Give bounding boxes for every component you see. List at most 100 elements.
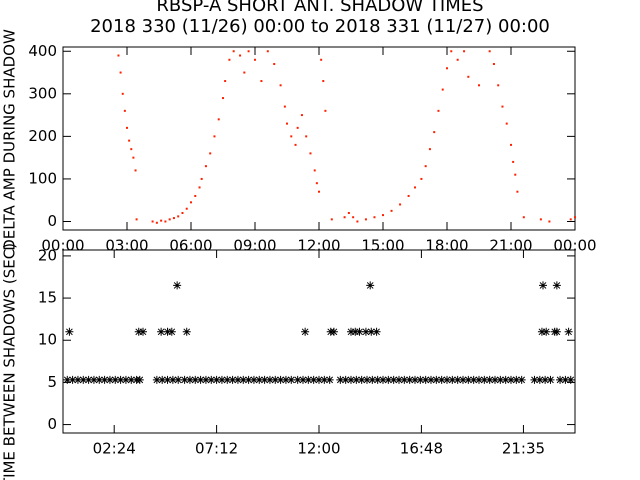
asterisk-marker bbox=[249, 375, 258, 384]
data-point bbox=[433, 131, 436, 134]
data-point bbox=[315, 182, 318, 185]
data-point bbox=[243, 71, 246, 74]
data-point bbox=[450, 50, 453, 53]
x-tick-label: 09:00 bbox=[233, 237, 276, 255]
y-tick-label: 5 bbox=[47, 373, 57, 391]
asterisk-marker bbox=[163, 375, 172, 384]
data-point bbox=[505, 122, 508, 125]
data-point bbox=[478, 84, 480, 87]
asterisk-marker bbox=[201, 375, 210, 384]
asterisk-marker bbox=[501, 375, 510, 384]
asterisk-marker bbox=[405, 375, 414, 384]
asterisk-marker bbox=[363, 375, 371, 384]
data-point bbox=[324, 109, 327, 112]
asterisk-marker bbox=[469, 375, 478, 384]
data-point bbox=[510, 143, 512, 146]
data-point bbox=[424, 165, 427, 168]
asterisk-marker bbox=[485, 375, 494, 384]
asterisk-marker bbox=[491, 375, 499, 384]
asterisk-marker bbox=[347, 327, 355, 336]
x-tick-label: 07:12 bbox=[195, 440, 238, 458]
data-point bbox=[168, 218, 171, 221]
asterisk-marker bbox=[336, 375, 345, 384]
asterisk-marker bbox=[68, 375, 77, 384]
data-point bbox=[330, 218, 333, 221]
data-point bbox=[260, 80, 263, 83]
asterisk-marker bbox=[372, 327, 381, 336]
asterisk-marker bbox=[329, 327, 338, 336]
data-point bbox=[130, 148, 133, 151]
data-point bbox=[290, 135, 293, 138]
y-axis-label: DELTA AMP DURING SHADOW bbox=[1, 29, 19, 251]
asterisk-marker bbox=[180, 375, 189, 384]
data-point bbox=[497, 84, 500, 87]
data-point bbox=[121, 92, 124, 95]
x-tick-label: 03:00 bbox=[105, 237, 148, 255]
y-tick-label: 10 bbox=[38, 331, 57, 349]
data-point bbox=[548, 220, 551, 223]
x-tick-label: 06:00 bbox=[169, 237, 212, 255]
asterisk-marker bbox=[530, 375, 539, 384]
asterisk-marker bbox=[299, 375, 307, 384]
asterisk-marker bbox=[287, 375, 296, 384]
data-point bbox=[185, 207, 188, 210]
asterisk-marker bbox=[517, 375, 526, 384]
asterisk-marker bbox=[361, 327, 370, 336]
asterisk-marker bbox=[400, 375, 409, 384]
asterisk-marker bbox=[196, 375, 205, 384]
asterisk-marker bbox=[65, 327, 74, 336]
data-point bbox=[437, 109, 440, 112]
asterisk-marker bbox=[368, 375, 377, 384]
data-point bbox=[313, 169, 316, 172]
asterisk-marker bbox=[384, 375, 393, 384]
data-point bbox=[126, 126, 128, 129]
data-point bbox=[123, 109, 126, 112]
data-point bbox=[294, 143, 297, 146]
asterisk-marker bbox=[448, 375, 457, 384]
asterisk-marker bbox=[163, 327, 172, 336]
data-point bbox=[322, 80, 325, 83]
data-point bbox=[373, 216, 376, 219]
asterisk-marker bbox=[459, 375, 467, 384]
asterisk-marker bbox=[315, 375, 323, 384]
x-tick-label: 12:00 bbox=[297, 237, 340, 255]
asterisk-marker bbox=[320, 375, 329, 384]
asterisk-marker bbox=[552, 327, 561, 336]
data-point bbox=[273, 63, 276, 66]
data-point bbox=[407, 194, 410, 197]
data-point bbox=[135, 218, 138, 221]
data-point bbox=[516, 190, 519, 193]
asterisk-marker bbox=[293, 375, 302, 384]
data-point bbox=[200, 177, 203, 180]
data-point bbox=[446, 67, 448, 70]
data-point bbox=[347, 211, 350, 214]
asterisk-marker bbox=[134, 327, 143, 336]
data-point bbox=[390, 209, 393, 212]
asterisk-marker bbox=[347, 375, 355, 384]
asterisk-marker bbox=[552, 281, 561, 290]
data-point bbox=[190, 201, 192, 204]
data-point bbox=[309, 152, 312, 155]
asterisk-marker bbox=[304, 375, 313, 384]
x-tick-label: 02:24 bbox=[93, 440, 136, 458]
plot-frame bbox=[62, 46, 576, 231]
asterisk-marker bbox=[301, 327, 310, 336]
asterisk-marker bbox=[561, 375, 570, 384]
data-point bbox=[117, 54, 120, 57]
data-point bbox=[318, 190, 320, 193]
asterisk-marker bbox=[366, 281, 375, 290]
asterisk-marker bbox=[357, 375, 366, 384]
asterisk-marker bbox=[537, 327, 546, 336]
data-point bbox=[492, 63, 495, 66]
data-point bbox=[228, 58, 231, 61]
asterisk-marker bbox=[168, 375, 177, 384]
asterisk-marker bbox=[507, 375, 515, 384]
asterisk-marker bbox=[255, 375, 264, 384]
x-tick-label: 12:00 bbox=[297, 440, 340, 458]
data-point bbox=[266, 50, 269, 53]
asterisk-marker bbox=[260, 375, 269, 384]
y-tick-label: 20 bbox=[38, 246, 57, 264]
data-point bbox=[488, 50, 491, 53]
y-tick-label: 0 bbox=[47, 415, 57, 433]
asterisk-marker bbox=[207, 375, 216, 384]
